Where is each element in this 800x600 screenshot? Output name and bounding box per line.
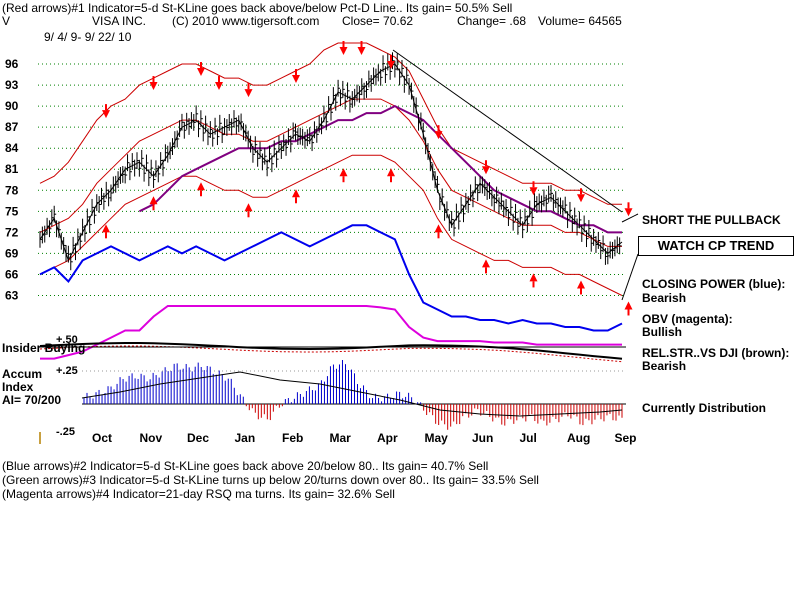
month-label: Jul [520,431,537,445]
plus25-label: +.25 [56,365,78,377]
month-label: Aug [567,431,590,445]
relstr-label: REL.STR..VS DJI (brown): [642,346,790,360]
copyright: (C) 2010 www.tigersoft.com [172,14,320,28]
distribution-note: Currently Distribution [642,401,767,415]
y-tick-label: 96 [5,57,19,71]
up-arrow [244,203,253,212]
y-tick-label: 84 [5,141,19,155]
series-closing-power [39,224,623,332]
indicator-2-line: (Blue arrows)#2 Indicator=5-d St-KLine g… [2,459,489,473]
up-arrow [197,182,205,191]
ticker: V [2,14,11,28]
up-arrow [292,189,300,198]
closing-power-value: Bearish [642,291,687,305]
indicator-1-line: (Red arrows)#1 Indicator=5-d St-KLine go… [2,1,513,15]
minus25-label: -.25 [56,426,75,438]
month-axis: Oct Nov Dec Jan Feb Mar Apr May Jun Jul Aug Sep [92,431,637,445]
y-tick-label: 75 [5,204,19,218]
close-value: Close= 70.62 [342,14,414,28]
series-upper-band [39,42,622,205]
series-obv [40,305,622,360]
indicator-4-line: (Magenta arrows)#4 Indicator=21-day RSQ … [2,487,395,501]
month-label: Sep [615,431,637,445]
month-label: Apr [377,431,398,445]
up-arrow [149,196,158,205]
obv-label: OBV (magenta): [642,312,733,326]
y-tick-label: 78 [5,183,19,197]
signal-arrows [102,40,633,316]
accum-label: Accum [2,367,43,381]
series-middle-band [39,98,622,247]
indicator-3-line: (Green arrows)#3 Indicator=5-d St-KLine … [2,473,539,487]
y-tick-label: 66 [5,267,19,281]
month-label: Jun [472,431,493,445]
down-arrow [529,187,538,196]
down-arrow [624,208,633,217]
index-label: Index [2,380,34,394]
down-arrow [482,166,490,175]
month-label: Oct [92,431,112,445]
insider-buying-label: Insider Buying [2,341,86,355]
up-arrow [482,259,490,268]
rel-str-series [39,342,623,360]
ai-label: AI= 70/200 [2,393,62,407]
pointer-line-short [621,213,639,223]
up-arrow [434,224,443,233]
month-label: Jan [235,431,256,445]
closing-power-label: CLOSING POWER (blue): [642,277,786,291]
y-tick-label: 90 [5,99,19,113]
price-bars [39,52,622,271]
down-arrow [434,131,443,140]
plus50-label: +.50 [56,334,78,346]
series-lower-band [39,154,623,296]
down-arrow [339,46,348,55]
y-tick-label: 87 [5,120,19,134]
obv-value: Bullish [642,325,683,339]
date-range: 9/ 4/ 9- 9/ 22/ 10 [44,30,132,44]
price-y-ticks: 63 66 69 72 75 78 81 84 87 90 93 96 [5,57,19,302]
up-arrow [577,280,585,289]
down-arrow [357,46,366,55]
down-arrow [215,82,223,91]
month-label: Mar [330,431,352,445]
month-label: May [425,431,449,445]
rel-str-line [39,342,623,363]
watch-cp-trend-box: WATCH CP TREND [638,236,794,256]
month-label: Feb [282,431,303,445]
down-arrow [197,68,205,77]
accum-ma-line [81,371,623,417]
down-arrow [102,110,110,119]
rel-str-ma [39,345,623,363]
up-arrow [624,301,633,310]
accum-index-bars [83,359,623,430]
down-arrow [577,194,585,203]
down-arrow [244,89,253,98]
up-arrow [102,224,110,233]
y-tick-label: 69 [5,246,19,260]
pointer-line-cp [621,253,639,301]
up-arrow [529,273,538,282]
change-value: Change= .68 [457,14,527,28]
y-tick-label: 72 [5,225,19,239]
down-arrow [149,82,158,91]
down-arrow [292,75,300,84]
y-tick-label: 81 [5,162,19,176]
company-name: VISA INC. [92,14,147,28]
y-tick-label: 93 [5,78,19,92]
up-arrow [387,168,395,177]
y-tick-label: 63 [5,288,19,302]
month-label: Dec [187,431,209,445]
relstr-value: Bearish [642,359,687,373]
series-21-day-ma [138,104,622,234]
month-label: Nov [140,431,163,445]
down-arrow [387,61,395,70]
short-pullback-note: SHORT THE PULLBACK [642,213,781,227]
volume-value: Volume= 64565 [538,14,622,28]
up-arrow [339,168,348,177]
downtrend-line [392,49,623,213]
